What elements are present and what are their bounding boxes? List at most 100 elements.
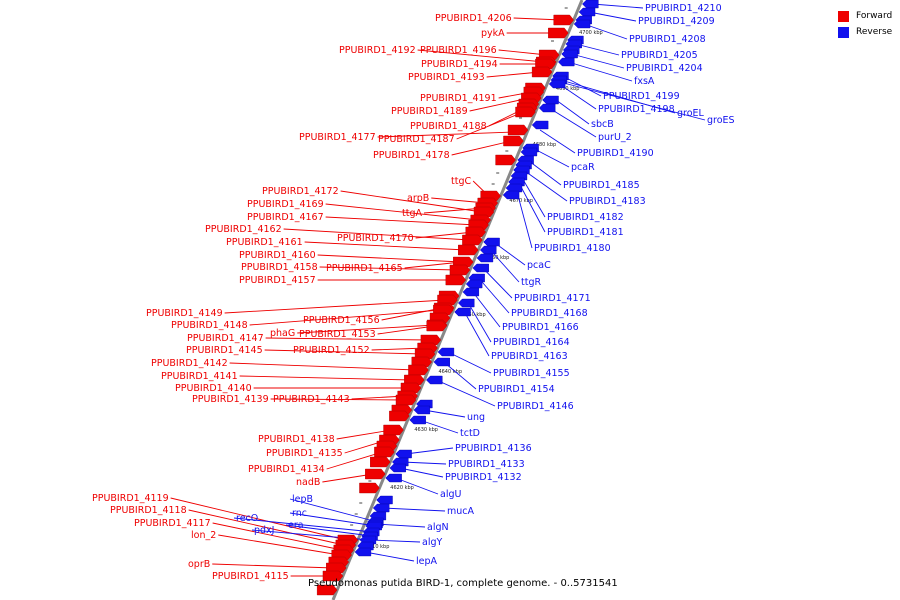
reverse-gene-label[interactable]: pdxJ [254,525,274,536]
reverse-gene-label[interactable]: PPUBIRD1_4154 [478,384,555,395]
reverse-gene[interactable] [582,0,599,9]
reverse-gene-label[interactable]: PPUBIRD1_4208 [629,34,706,45]
forward-gene-label[interactable]: PPUBIRD1_4149 [146,308,223,319]
reverse-gene-label[interactable]: PPUBIRD1_4166 [502,322,579,333]
forward-gene[interactable] [322,570,344,582]
reverse-gene-label[interactable]: PPUBIRD1_4163 [491,351,568,362]
reverse-gene-label[interactable]: pcaC [527,260,551,271]
forward-gene[interactable] [426,320,447,332]
reverse-gene[interactable] [437,347,455,357]
forward-gene-label[interactable]: PPUBIRD1_4167 [247,212,324,223]
forward-gene[interactable] [515,106,536,118]
reverse-gene-label[interactable]: purU_2 [598,132,632,143]
reverse-gene[interactable] [385,473,402,483]
forward-gene-label[interactable]: PPUBIRD1_4139 [192,394,269,405]
reverse-gene[interactable] [462,287,480,297]
reverse-gene-label[interactable]: recO [236,513,258,524]
reverse-gene[interactable] [354,547,372,557]
reverse-gene[interactable] [433,357,450,367]
reverse-gene[interactable] [557,57,575,67]
forward-gene-label[interactable]: PPUBIRD1_4143 [273,394,350,405]
forward-gene[interactable] [548,27,569,39]
reverse-gene[interactable] [372,503,390,513]
reverse-gene-label[interactable]: ung [467,412,485,423]
reverse-gene[interactable] [502,190,520,200]
forward-gene-label[interactable]: PPUBIRD1_4145 [186,345,263,356]
reverse-gene-label[interactable]: PPUBIRD1_4183 [569,196,646,207]
reverse-gene[interactable] [472,263,489,273]
forward-gene-label[interactable]: PPUBIRD1_4118 [110,505,187,516]
reverse-gene[interactable] [520,147,538,157]
forward-gene-label[interactable]: PPUBIRD1_4119 [92,493,169,504]
forward-gene[interactable] [445,274,467,286]
reverse-gene[interactable] [479,245,497,255]
forward-gene-label[interactable]: PPUBIRD1_4153 [299,329,376,340]
reverse-gene-label[interactable]: algU [440,489,461,500]
forward-gene-label[interactable]: pykA [481,28,505,39]
forward-gene-label[interactable]: PPUBIRD1_4172 [262,186,339,197]
reverse-gene-label[interactable]: PPUBIRD1_4205 [621,50,698,61]
reverse-gene-label[interactable]: lepB [292,494,313,505]
forward-gene-label[interactable]: PPUBIRD1_4187 [378,134,455,145]
reverse-gene[interactable] [389,463,406,473]
reverse-gene[interactable] [542,95,559,105]
forward-gene-label[interactable]: PPUBIRD1_4196 [420,45,497,56]
reverse-gene[interactable] [573,19,591,29]
reverse-gene[interactable] [413,405,431,415]
forward-gene-label[interactable]: PPUBIRD1_4206 [435,13,512,24]
forward-gene-label[interactable]: PPUBIRD1_4170 [337,233,414,244]
reverse-gene[interactable] [531,120,549,130]
forward-gene[interactable] [359,482,380,494]
forward-gene-label[interactable]: PPUBIRD1_4161 [226,237,303,248]
reverse-gene-label[interactable]: algN [427,522,449,533]
reverse-gene-label[interactable]: PPUBIRD1_4190 [577,148,654,159]
forward-gene[interactable] [370,456,391,468]
forward-gene-label[interactable]: PPUBIRD1_4148 [171,320,248,331]
forward-gene-label[interactable]: nadB [296,477,320,488]
forward-gene-label[interactable]: PPUBIRD1_4160 [239,250,316,261]
forward-gene-label[interactable]: PPUBIRD1_4177 [299,132,376,143]
reverse-gene[interactable] [409,415,426,425]
forward-gene-label[interactable]: lon_2 [191,530,216,541]
reverse-gene-label[interactable]: PPUBIRD1_4181 [547,227,624,238]
forward-gene-label[interactable]: phaG [270,328,295,339]
forward-gene-label[interactable]: PPUBIRD1_4192 [339,45,416,56]
reverse-gene[interactable] [454,307,471,317]
forward-gene[interactable] [462,234,483,246]
reverse-gene-label[interactable]: rnc [292,508,307,519]
reverse-gene-label[interactable]: pcaR [571,162,595,173]
reverse-gene[interactable] [457,298,475,308]
forward-gene-label[interactable]: PPUBIRD1_4188 [410,121,487,132]
forward-gene[interactable] [503,135,524,147]
reverse-gene[interactable] [395,449,412,459]
forward-gene[interactable] [389,410,410,422]
forward-gene-label[interactable]: PPUBIRD1_4115 [212,571,289,582]
forward-gene[interactable] [383,424,404,436]
forward-gene[interactable] [553,14,574,26]
forward-gene[interactable] [365,468,386,480]
forward-gene-label[interactable]: PPUBIRD1_4138 [258,434,335,445]
reverse-gene-label[interactable]: groES [707,115,735,126]
forward-gene[interactable] [408,364,429,376]
forward-gene-label[interactable]: PPUBIRD1_4169 [247,199,324,210]
forward-gene[interactable] [374,446,395,458]
forward-gene-label[interactable]: PPUBIRD1_4135 [266,448,343,459]
reverse-gene-label[interactable]: PPUBIRD1_4132 [445,472,522,483]
forward-gene[interactable] [495,154,516,166]
reverse-gene-label[interactable]: ttgR [521,277,541,288]
forward-gene-label[interactable]: PPUBIRD1_4194 [421,59,498,70]
reverse-gene-label[interactable]: era [288,520,304,531]
forward-gene-label[interactable]: PPUBIRD1_4141 [161,371,238,382]
reverse-gene-label[interactable]: PPUBIRD1_4185 [563,180,640,191]
reverse-gene[interactable] [465,279,483,289]
forward-gene-label[interactable]: PPUBIRD1_4189 [391,106,468,117]
forward-gene-label[interactable]: PPUBIRD1_4158 [241,262,318,273]
forward-gene-label[interactable]: PPUBIRD1_4117 [134,518,211,529]
forward-gene-label[interactable]: PPUBIRD1_4191 [420,93,497,104]
forward-gene-label[interactable]: PPUBIRD1_4152 [293,345,370,356]
forward-gene-label[interactable]: PPUBIRD1_4134 [248,464,325,475]
reverse-gene[interactable] [426,375,443,385]
reverse-gene-label[interactable]: PPUBIRD1_4182 [547,212,624,223]
reverse-gene-label[interactable]: PPUBIRD1_4133 [448,459,525,470]
forward-gene[interactable] [531,66,553,78]
